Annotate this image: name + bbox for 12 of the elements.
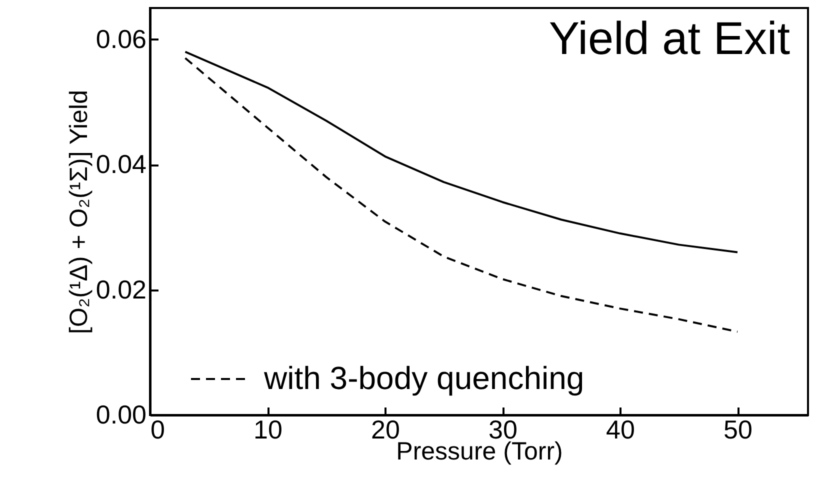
y-tick-label: 0.02 (96, 274, 146, 304)
x-tick-label: 0 (150, 414, 165, 444)
line-series (184, 57, 738, 333)
x-tick-label: 50 (724, 414, 752, 444)
y-axis-title: [O₂(¹Δ) + O₂(¹Σ)] Yield (64, 90, 93, 334)
x-tick-label: 10 (254, 414, 282, 444)
y-tick-label: 0.00 (96, 400, 146, 430)
x-tick-label: 40 (606, 414, 635, 444)
chart-title: Yield at Exit (548, 12, 790, 64)
y-tick-label: 0.04 (96, 149, 146, 180)
legend-label: with 3-body quenching (263, 360, 584, 396)
y-tick-label: 0.06 (96, 24, 146, 54)
